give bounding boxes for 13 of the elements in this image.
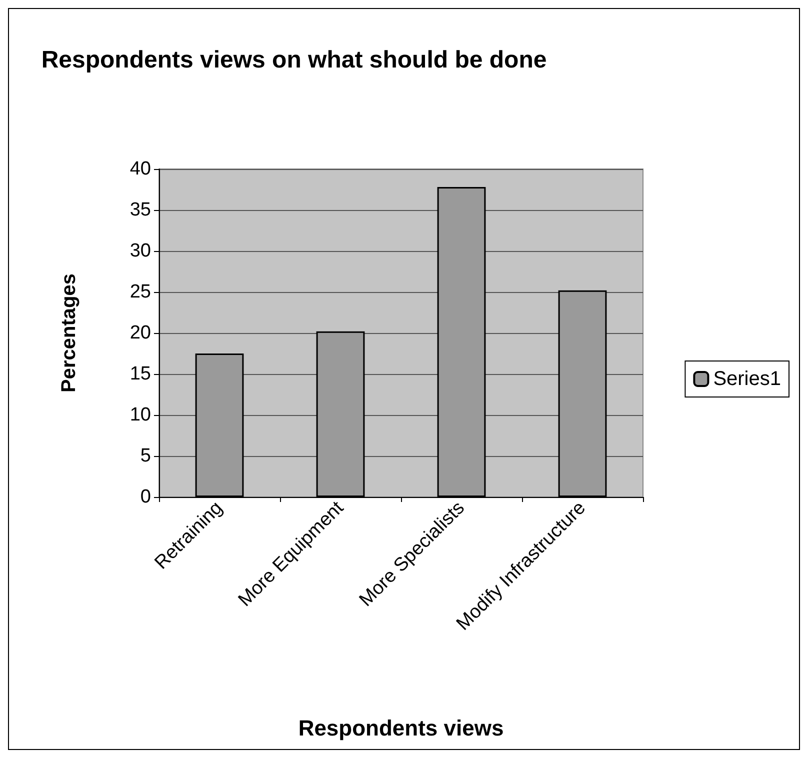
y-tick-label: 5 [140, 446, 151, 466]
y-tick-label: 40 [130, 158, 151, 180]
y-tick-label: 20 [130, 322, 151, 344]
x-axis-title: Respondents views [298, 716, 504, 740]
y-tick-label: 25 [130, 282, 151, 302]
chart-title: Respondents views on what should be done [41, 46, 547, 74]
y-axis-title: Percentages [58, 274, 80, 392]
y-tick-label: 30 [130, 240, 151, 262]
y-tick-label: 35 [130, 200, 151, 220]
y-tick-label: 15 [130, 364, 151, 384]
y-tick-label: 10 [130, 404, 151, 426]
y-tick-label: 0 [140, 486, 151, 508]
legend-label: Series1 [713, 368, 781, 390]
